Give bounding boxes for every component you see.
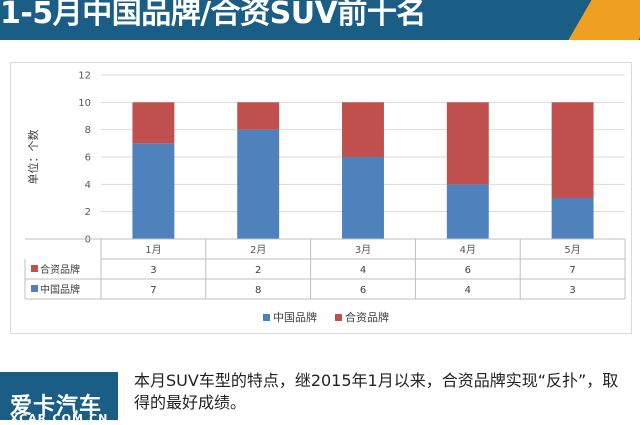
data-label: 4 [360, 265, 366, 276]
x-tick-label: 3月 [355, 244, 371, 256]
x-tick-label: 1月 [145, 244, 161, 256]
x-tick-label: 4月 [460, 244, 476, 256]
bar-jv-brand [342, 102, 384, 157]
data-label: 6 [360, 285, 366, 296]
logo-text-cn: 爱卡汽车 [10, 394, 103, 419]
logo-text-en: XCAR.COM.CN [10, 412, 109, 425]
bar-china-brand [446, 184, 489, 239]
header-banner: 1-5月中国品牌/合资SUV前十名 [0, 0, 640, 40]
x-tick-label: 5月 [564, 244, 580, 256]
header-accent-stripe [568, 0, 640, 40]
chart-panel: 0 2 4 6 8 10 12 单位：个数 1月 2月 3月 4月 5月合资品牌 3 2 4 6 7 中国品牌 7 8 6… [10, 62, 632, 334]
table-series-label: 合资品牌 [40, 263, 80, 276]
data-label: 2 [255, 265, 261, 276]
data-label: 3 [569, 285, 575, 296]
bar-china-brand [132, 143, 175, 239]
bar-china-brand [342, 157, 384, 239]
y-tick-label: 6 [85, 153, 91, 164]
bar-jv-brand [132, 102, 175, 144]
data-label: 7 [569, 265, 575, 276]
y-tick-label: 10 [78, 98, 91, 109]
y-tick-label: 12 [78, 71, 91, 82]
data-label: 7 [150, 285, 156, 296]
y-tick-label: 4 [85, 180, 91, 191]
y-axis-label: 单位：个数 [26, 130, 40, 185]
table-series-label: 中国品牌 [40, 283, 80, 296]
bar-china-brand [237, 129, 280, 239]
footer: 爱卡汽车 XCAR.COM.CN 本月SUV车型的特点，继2015年1月以来，合… [0, 364, 640, 425]
y-tick-label: 0 [85, 235, 91, 246]
legend-label: 合资品牌 [345, 310, 389, 324]
bar-china-brand [551, 198, 594, 239]
summary-note: 本月SUV车型的特点，继2015年1月以来，合资品牌实现“反扑”，取得的最好成绩… [134, 371, 619, 412]
legend-label: 中国品牌 [273, 310, 317, 324]
table-legend-key [31, 285, 38, 292]
y-tick-label: 2 [85, 207, 91, 218]
bar-jv-brand [446, 102, 489, 185]
table-legend-key [31, 265, 38, 272]
legend-key [335, 314, 342, 321]
x-tick-label: 2月 [250, 244, 266, 256]
page-title: 1-5月中国品牌/合资SUV前十名 [0, 0, 426, 31]
xcar-logo: 爱卡汽车 XCAR.COM.CN [0, 372, 118, 425]
bar-jv-brand [237, 102, 280, 130]
data-label: 3 [150, 265, 156, 276]
legend-key [263, 314, 270, 321]
data-label: 4 [465, 285, 471, 296]
y-tick-label: 8 [85, 125, 91, 136]
data-label: 6 [465, 265, 471, 276]
bar-jv-brand [551, 102, 594, 198]
data-label: 8 [255, 285, 261, 296]
